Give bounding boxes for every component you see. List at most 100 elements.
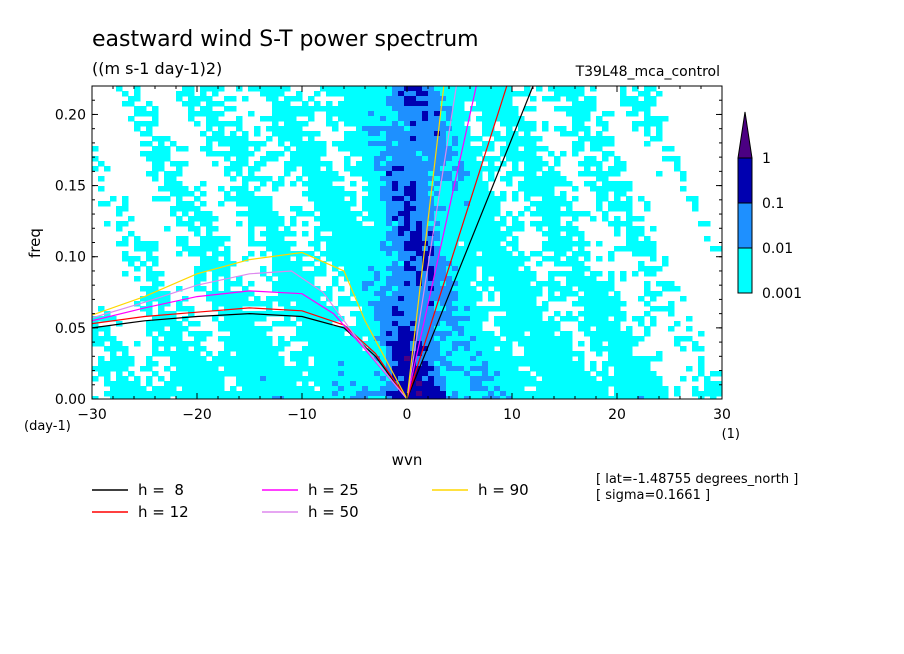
- heatmap-cell: [578, 121, 585, 127]
- heatmap-cell: [488, 111, 495, 117]
- heatmap-cell: [464, 136, 471, 142]
- heatmap-cell: [338, 111, 345, 117]
- heatmap-cell: [506, 121, 513, 127]
- heatmap-cell: [488, 161, 495, 167]
- heatmap-cell: [560, 351, 567, 357]
- heatmap-cell: [212, 391, 219, 397]
- heatmap-cell: [344, 381, 351, 387]
- heatmap-cell: [404, 361, 411, 367]
- heatmap-cell: [266, 196, 273, 202]
- heatmap-cell: [272, 381, 279, 387]
- heatmap-cell: [464, 241, 471, 247]
- heatmap-cell: [470, 286, 477, 292]
- heatmap-cell: [506, 381, 513, 387]
- heatmap-cell: [344, 346, 351, 352]
- heatmap-cell: [326, 216, 333, 222]
- heatmap-cell: [536, 211, 543, 217]
- heatmap-cell: [608, 306, 615, 312]
- heatmap-cell: [512, 116, 519, 122]
- heatmap-cell: [578, 341, 585, 347]
- legend-label: h = 12: [138, 503, 189, 521]
- heatmap-cell: [470, 226, 477, 232]
- heatmap-cell: [338, 216, 345, 222]
- heatmap-cell: [128, 96, 135, 102]
- heatmap-cell: [254, 176, 261, 182]
- heatmap-cell: [626, 211, 633, 217]
- heatmap-cell: [518, 276, 525, 282]
- heatmap-cell: [176, 341, 183, 347]
- heatmap-cell: [272, 86, 279, 92]
- heatmap-cell: [650, 86, 657, 92]
- heatmap-cell: [470, 171, 477, 177]
- heatmap-cell: [272, 366, 279, 372]
- heatmap-cell: [536, 181, 543, 187]
- heatmap-cell: [512, 246, 519, 252]
- heatmap-cell: [518, 311, 525, 317]
- heatmap-cell: [368, 181, 375, 187]
- heatmap-cell: [398, 186, 405, 192]
- heatmap-cell: [110, 316, 117, 322]
- heatmap-cell: [92, 146, 99, 152]
- heatmap-cell: [662, 396, 669, 399]
- heatmap-cell: [260, 356, 267, 362]
- heatmap-cell: [512, 226, 519, 232]
- heatmap-cell: [356, 396, 363, 399]
- heatmap-cell: [566, 206, 573, 212]
- heatmap-cell: [356, 366, 363, 372]
- heatmap-cell: [134, 256, 141, 262]
- heatmap-cell: [602, 121, 609, 127]
- heatmap-cell: [554, 351, 561, 357]
- heatmap-cell: [392, 266, 399, 272]
- heatmap-cell: [632, 121, 639, 127]
- heatmap-cell: [368, 171, 375, 177]
- heatmap-cell: [158, 331, 165, 337]
- heatmap-cell: [332, 191, 339, 197]
- heatmap-cell: [290, 141, 297, 147]
- heatmap-cell: [170, 391, 177, 397]
- heatmap-cell: [572, 226, 579, 232]
- heatmap-cell: [386, 396, 393, 399]
- heatmap-cell: [614, 321, 621, 327]
- heatmap-cell: [506, 136, 513, 142]
- heatmap-cell: [596, 331, 603, 337]
- heatmap-cell: [272, 211, 279, 217]
- heatmap-cell: [368, 236, 375, 242]
- heatmap-cell: [314, 351, 321, 357]
- heatmap-cell: [374, 211, 381, 217]
- heatmap-cell: [350, 226, 357, 232]
- heatmap-cell: [566, 376, 573, 382]
- heatmap-cell: [404, 126, 411, 132]
- heatmap-cell: [236, 201, 243, 207]
- heatmap-cell: [404, 151, 411, 157]
- heatmap-cell: [464, 366, 471, 372]
- heatmap-cell: [638, 316, 645, 322]
- heatmap-cell: [344, 301, 351, 307]
- heatmap-cell: [596, 166, 603, 172]
- heatmap-cell: [386, 386, 393, 392]
- heatmap-cell: [116, 226, 123, 232]
- heatmap-cell: [206, 256, 213, 262]
- heatmap-cell: [470, 161, 477, 167]
- x-tick-label: 20: [608, 407, 626, 423]
- heatmap-cell: [242, 381, 249, 387]
- heatmap-cell: [206, 236, 213, 242]
- heatmap-cell: [500, 256, 507, 262]
- heatmap-cell: [608, 286, 615, 292]
- heatmap-cell: [140, 366, 147, 372]
- heatmap-cell: [248, 231, 255, 237]
- heatmap-cell: [374, 136, 381, 142]
- heatmap-cell: [446, 391, 453, 397]
- heatmap-cell: [122, 251, 129, 257]
- heatmap-cell: [404, 301, 411, 307]
- heatmap-cell: [296, 296, 303, 302]
- heatmap-cell: [614, 171, 621, 177]
- heatmap-cell: [134, 341, 141, 347]
- heatmap-cell: [536, 316, 543, 322]
- heatmap-cell: [530, 146, 537, 152]
- heatmap-cell: [428, 316, 435, 322]
- heatmap-cell: [440, 276, 447, 282]
- heatmap-cell: [452, 221, 459, 227]
- heatmap-cell: [242, 286, 249, 292]
- heatmap-cell: [188, 351, 195, 357]
- heatmap-cell: [428, 376, 435, 382]
